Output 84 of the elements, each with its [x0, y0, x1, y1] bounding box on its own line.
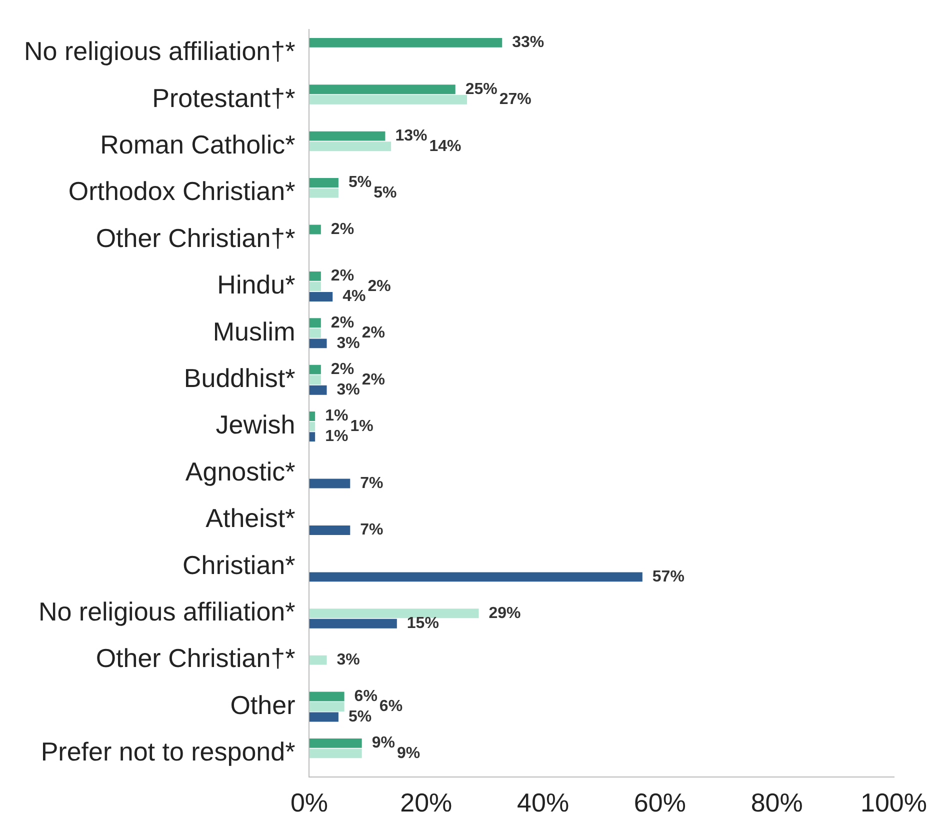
- data-label: 9%: [396, 744, 420, 762]
- bar: [309, 178, 338, 188]
- data-label: 5%: [374, 184, 397, 202]
- bar: [309, 224, 321, 234]
- y-tick-label: Roman Catholic*: [100, 130, 296, 160]
- data-label: 1%: [350, 418, 374, 435]
- y-tick-label: Orthodox Christian*: [68, 176, 296, 206]
- data-label: 5%: [348, 174, 372, 192]
- bar: [309, 385, 327, 395]
- bar: [309, 608, 479, 618]
- bar: [309, 271, 321, 281]
- data-label: 2%: [330, 268, 354, 285]
- bar: [309, 618, 397, 628]
- bar: [309, 692, 344, 702]
- data-label: 1%: [325, 428, 348, 446]
- bar: [309, 131, 386, 141]
- bar: [309, 738, 362, 748]
- y-tick-label: Buddhist*: [184, 363, 296, 394]
- y-tick-label: Protestant†*: [152, 82, 296, 113]
- data-label: 2%: [368, 278, 391, 295]
- bar: [309, 282, 321, 292]
- data-label: 1%: [325, 408, 348, 425]
- data-label: 6%: [379, 698, 403, 716]
- bar: [309, 478, 350, 488]
- bar: [309, 84, 456, 94]
- bar: [309, 364, 321, 374]
- bar: [309, 338, 327, 348]
- x-tick-label: 0%: [290, 788, 328, 818]
- data-label: 27%: [499, 91, 532, 108]
- bar: [309, 702, 344, 712]
- y-tick-label: Jewish: [216, 410, 296, 440]
- y-tick-label: Christian*: [182, 550, 296, 580]
- y-tick-label: Other Christian†*: [96, 222, 296, 253]
- data-label: 14%: [429, 138, 462, 155]
- bar: [309, 412, 316, 421]
- bar: [309, 432, 316, 442]
- y-tick-label: No religious affiliation*: [38, 596, 296, 627]
- data-label: 6%: [354, 688, 378, 705]
- data-label: 3%: [336, 334, 360, 352]
- bar: [309, 142, 392, 152]
- data-label: 25%: [465, 80, 498, 98]
- y-tick-label: No religious affiliation†*: [24, 36, 296, 66]
- bar: [309, 422, 316, 432]
- bar: [309, 188, 338, 198]
- data-label: 2%: [362, 324, 386, 342]
- data-label: 5%: [348, 708, 372, 726]
- data-label: 9%: [372, 734, 395, 752]
- bar: [309, 375, 321, 385]
- bar: [309, 328, 321, 338]
- y-tick-label: Muslim: [212, 316, 296, 346]
- data-label: 13%: [395, 127, 428, 144]
- y-tick-label: Atheist*: [206, 503, 296, 534]
- bar: [309, 526, 350, 535]
- data-label: 15%: [406, 615, 439, 632]
- data-label: 2%: [330, 314, 354, 332]
- bar: [309, 94, 468, 104]
- x-tick-label: 40%: [517, 788, 570, 818]
- data-label: 33%: [512, 34, 544, 52]
- bar: [309, 748, 362, 758]
- x-tick-label: 20%: [400, 788, 452, 818]
- bar: [309, 712, 338, 722]
- data-label: 3%: [336, 651, 360, 668]
- data-label: 2%: [330, 220, 354, 238]
- y-tick-label: Other Christian†*: [96, 643, 296, 674]
- bar: [309, 655, 327, 665]
- x-tick-label: 60%: [634, 788, 686, 818]
- data-label: 4%: [342, 288, 366, 306]
- data-label: 3%: [336, 382, 360, 399]
- data-label: 2%: [330, 360, 354, 378]
- bar: [309, 572, 642, 582]
- data-label: 57%: [652, 568, 684, 586]
- data-label: 2%: [362, 371, 386, 388]
- x-tick-label: 80%: [750, 788, 803, 818]
- bar: [309, 38, 502, 48]
- y-tick-label: Other: [230, 690, 296, 720]
- y-tick-label: Hindu*: [217, 270, 296, 300]
- bar: [309, 318, 321, 328]
- y-tick-label: Agnostic*: [185, 456, 296, 486]
- data-label: 29%: [488, 604, 521, 622]
- y-tick-label: Prefer not to respond*: [40, 736, 296, 767]
- data-label: 7%: [360, 474, 384, 492]
- data-label: 7%: [360, 522, 384, 539]
- x-tick-label: 100%: [860, 788, 927, 818]
- bar: [309, 292, 333, 302]
